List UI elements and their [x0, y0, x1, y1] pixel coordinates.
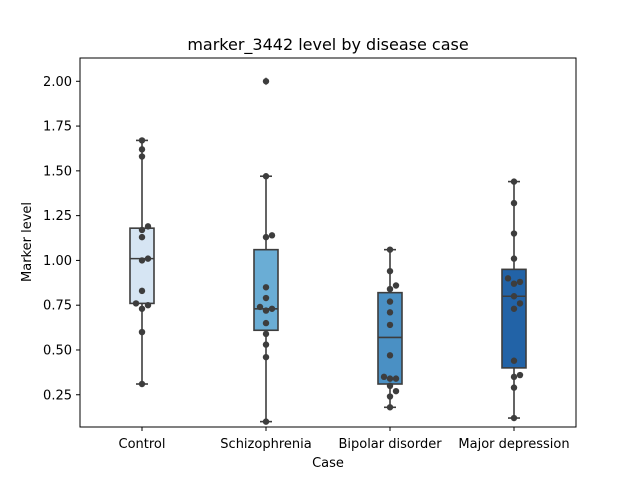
- data-point: [138, 137, 146, 144]
- data-point: [510, 293, 518, 300]
- y-tick-label: 1.25: [43, 209, 72, 224]
- data-point: [392, 387, 400, 395]
- axes-frame: [79, 57, 577, 428]
- data-point: [138, 146, 146, 153]
- data-point: [262, 284, 270, 291]
- y-axis-label: Marker level: [20, 202, 35, 282]
- data-point: [262, 307, 270, 314]
- data-point: [132, 300, 140, 307]
- y-tick-label: 1.50: [43, 164, 72, 179]
- data-point: [262, 294, 270, 302]
- y-tick-label: 0.75: [43, 299, 72, 314]
- data-point: [516, 300, 524, 307]
- data-point: [386, 352, 394, 359]
- y-tick-label: 2.00: [43, 75, 72, 90]
- chart-title: marker_3442 level by disease case: [187, 35, 468, 55]
- data-point: [510, 305, 518, 312]
- data-point: [386, 309, 394, 316]
- data-point: [510, 414, 518, 422]
- data-point: [262, 173, 270, 180]
- data-point: [510, 373, 518, 381]
- data-point: [380, 373, 388, 381]
- data-point: [268, 232, 276, 239]
- data-point: [262, 353, 270, 361]
- data-point: [386, 404, 394, 411]
- x-tick-label: Control: [119, 437, 166, 452]
- data-point: [138, 380, 146, 388]
- data-point: [386, 298, 394, 305]
- x-tick-label: Bipolar disorder: [338, 437, 442, 452]
- data-point: [262, 341, 270, 348]
- data-point: [138, 287, 146, 295]
- data-point: [138, 226, 146, 234]
- data-point: [144, 301, 152, 309]
- x-axis-label: Case: [312, 456, 344, 471]
- data-point: [262, 319, 270, 327]
- data-point: [262, 78, 270, 85]
- data-point: [262, 233, 270, 241]
- data-point: [510, 199, 518, 207]
- data-point: [386, 246, 394, 253]
- data-point: [516, 278, 524, 286]
- y-tick-label: 1.00: [43, 254, 72, 269]
- data-point: [386, 375, 394, 382]
- data-point: [268, 305, 276, 312]
- data-point: [386, 393, 394, 400]
- box: [377, 291, 403, 385]
- data-point: [138, 233, 146, 241]
- data-point: [510, 357, 518, 364]
- data-point: [262, 418, 270, 425]
- data-point: [144, 223, 152, 230]
- data-point: [386, 321, 394, 329]
- y-tick-label: 1.75: [43, 120, 72, 135]
- data-point: [510, 255, 518, 262]
- data-point: [256, 303, 264, 311]
- data-point: [510, 230, 518, 237]
- data-point: [144, 255, 152, 262]
- data-point: [392, 282, 400, 289]
- data-point: [138, 328, 146, 336]
- data-point: [510, 178, 518, 185]
- data-point: [392, 375, 400, 382]
- data-point: [504, 275, 512, 282]
- y-tick-label: 0.25: [43, 388, 72, 403]
- data-point: [516, 371, 524, 379]
- data-point: [386, 267, 394, 275]
- data-point: [262, 330, 270, 338]
- plot-area: 0.25 0.50 0.75 1.00 1.25 1.50 1.75 2.00 Control S…: [43, 57, 577, 452]
- data-point: [510, 280, 518, 287]
- data-point: [386, 285, 394, 293]
- y-tick-label: 0.50: [43, 343, 72, 358]
- x-tick-label: Major depression: [458, 437, 569, 452]
- data-point: [510, 384, 518, 391]
- data-point: [138, 305, 146, 312]
- x-tick-label: Schizophrenia: [220, 437, 311, 452]
- data-point: [138, 257, 146, 264]
- data-point: [386, 382, 394, 390]
- data-point: [138, 153, 146, 160]
